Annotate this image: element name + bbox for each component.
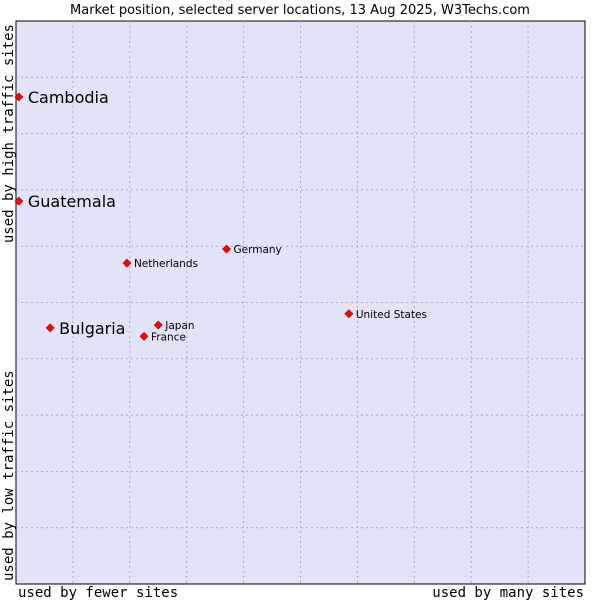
point-label: Bulgaria: [59, 319, 125, 338]
x-axis-label-left: used by fewer sites: [18, 585, 178, 600]
point-marker: [344, 309, 354, 319]
point-label: France: [151, 331, 186, 343]
point-marker: [222, 244, 231, 254]
point-bulgaria: Bulgaria: [45, 319, 125, 338]
point-france: France: [139, 331, 186, 343]
point-marker: [14, 196, 24, 206]
point-cambodia: Cambodia: [14, 88, 109, 107]
point-marker: [14, 92, 24, 102]
point-guatemala: Guatemala: [14, 192, 116, 211]
grid-lines: [16, 21, 585, 584]
point-label: Japan: [164, 320, 194, 332]
point-marker: [153, 320, 163, 330]
point-marker: [139, 331, 149, 341]
chart-title: Market position, selected server locatio…: [70, 3, 530, 18]
data-points: Cambodia Guatemala Bulgaria Germany Netherla…: [14, 88, 427, 343]
point-japan: Japan: [153, 320, 195, 332]
point-label: United States: [356, 309, 427, 321]
point-marker: [122, 258, 132, 268]
point-netherlands: Netherlands: [122, 258, 198, 270]
point-label: Guatemala: [28, 192, 116, 211]
point-label: Germany: [234, 244, 282, 256]
point-united-states: United States: [344, 309, 427, 321]
x-axis-label-right: used by many sites: [432, 585, 584, 600]
y-axis-label-bottom: used by low traffic sites: [1, 370, 17, 581]
point-label: Netherlands: [134, 258, 198, 270]
y-axis-label-top: used by high traffic sites: [1, 24, 17, 243]
point-label: Cambodia: [28, 88, 109, 107]
point-marker: [45, 323, 55, 333]
point-germany: Germany: [222, 244, 282, 256]
